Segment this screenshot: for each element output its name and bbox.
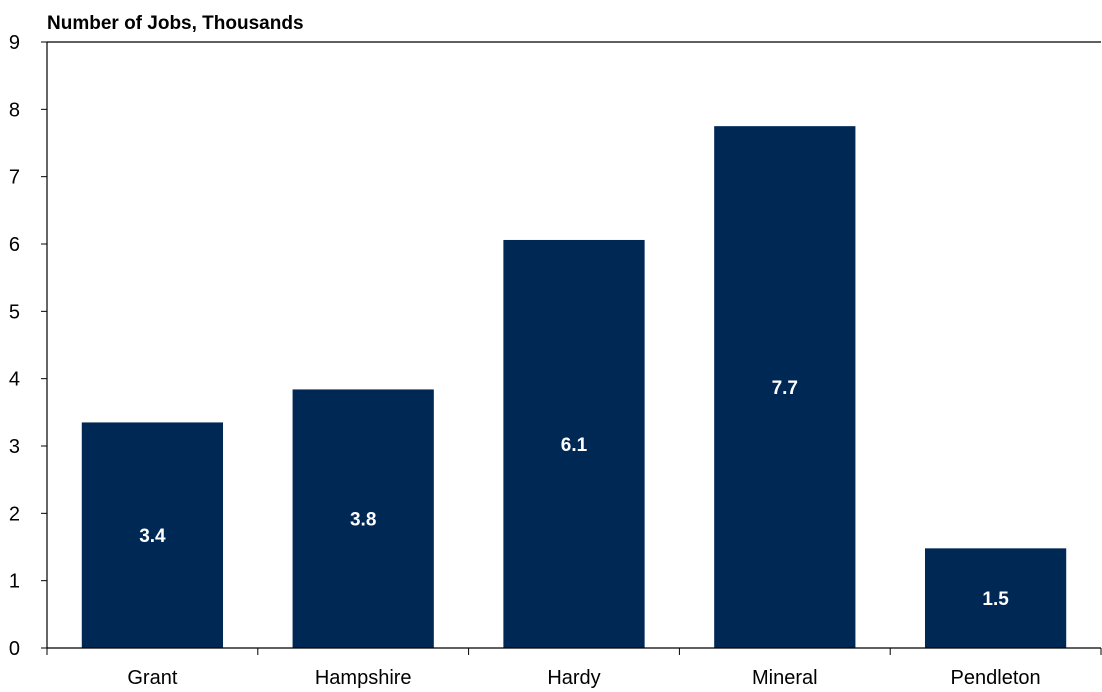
- bar-hardy: [503, 239, 645, 648]
- y-tick-label: 3: [9, 436, 20, 458]
- bar-mineral: [714, 126, 856, 648]
- x-tick-label: Hardy: [547, 667, 600, 689]
- x-axis: Grant Hampshire Hardy Mineral Pendleton: [46, 648, 1102, 689]
- y-axis-title: Number of Jobs, Thousands: [47, 13, 304, 34]
- bar-value-label: 7.7: [772, 378, 798, 399]
- y-tick-label: 6: [9, 234, 20, 256]
- x-tick-label: Grant: [127, 667, 177, 689]
- x-tick-label: Hampshire: [315, 667, 412, 689]
- bar-hampshire: [292, 389, 434, 648]
- y-tick-label: 5: [9, 301, 20, 323]
- bars: 3.4 3.8 6.1 7.7 1.5: [81, 126, 1067, 648]
- axes-lines: [46, 41, 1101, 649]
- bar-pendleton: [924, 548, 1067, 648]
- bar-value-label: 1.5: [982, 589, 1009, 610]
- bar-value-label: 3.8: [350, 510, 376, 531]
- y-axis: 0 1 2 3 4 5 6 7 8 9: [9, 32, 47, 660]
- y-tick-label: 4: [9, 369, 20, 391]
- y-tick-label: 0: [9, 638, 20, 660]
- x-tick-label: Mineral: [752, 667, 818, 689]
- y-tick-label: 8: [9, 99, 20, 121]
- bar-grant: [81, 422, 224, 648]
- y-tick-label: 9: [9, 32, 20, 54]
- y-tick-label: 1: [9, 571, 20, 593]
- bar-value-label: 3.4: [139, 526, 166, 547]
- bar-value-label: 6.1: [561, 435, 588, 456]
- y-tick-label: 2: [9, 503, 20, 525]
- x-tick-label: Pendleton: [951, 667, 1041, 689]
- y-tick-label: 7: [9, 167, 20, 189]
